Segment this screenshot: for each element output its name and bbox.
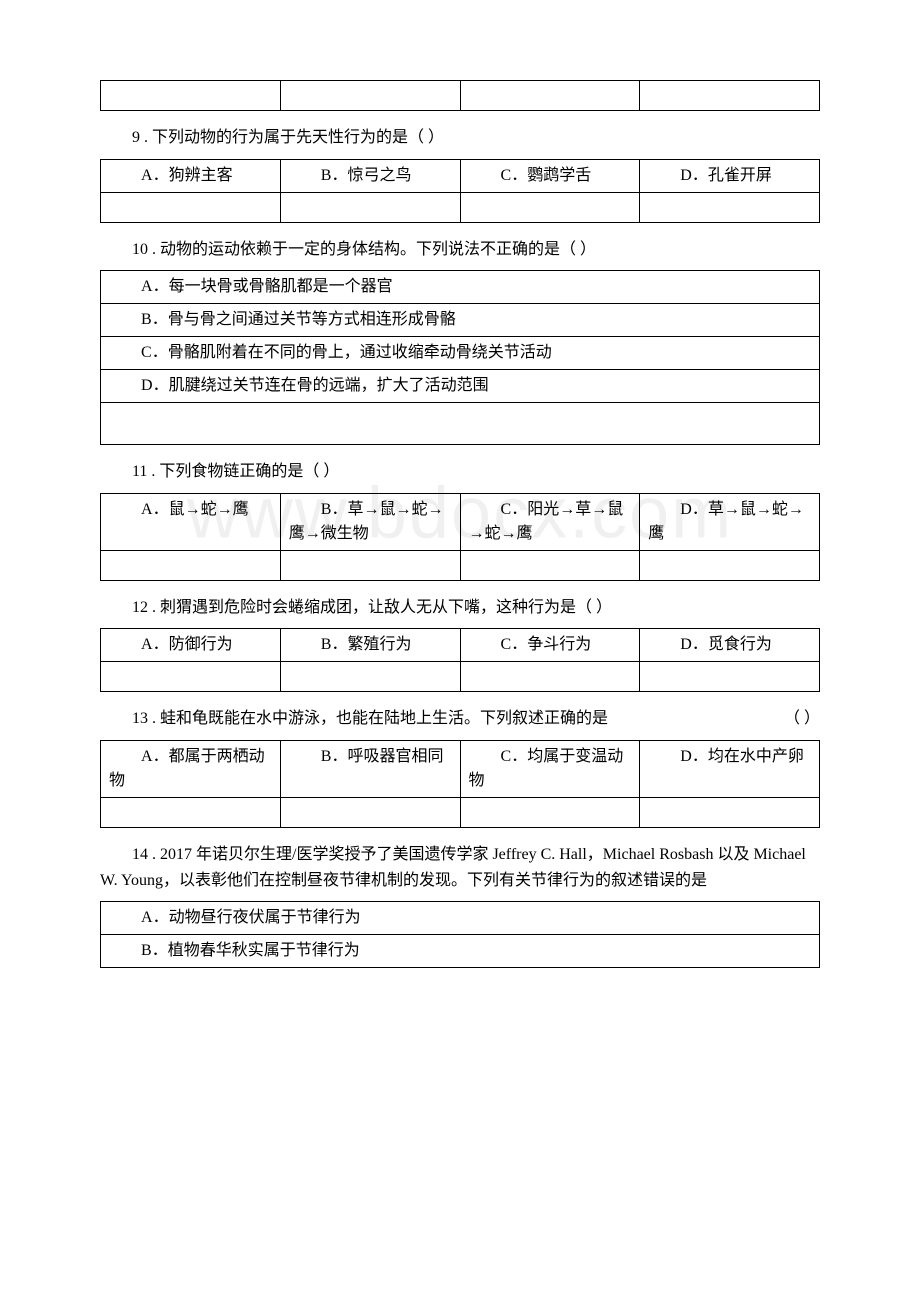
table-cell [460,550,640,580]
option-b: B．惊弓之鸟 [280,159,460,192]
question-11: 11 . 下列食物链正确的是（ ） [100,459,820,485]
option-text: B．呼吸器官相同 [321,748,444,765]
question-13: 13 . 蛙和龟既能在水中游泳，也能在陆地上生活。下列叙述正确的是 （ ） [100,706,820,732]
option-d: D．肌腱绕过关节连在骨的远端，扩大了活动范围 [101,370,820,403]
table-cell [280,550,460,580]
option-d: D．孔雀开屏 [640,159,820,192]
table-cell [101,662,281,692]
option-text: A．每一块骨或骨骼肌都是一个器官 [141,278,393,295]
q13-options-table: A．都属于两栖动物 B．呼吸器官相同 C．均属于变温动物 D．均在水中产卵 [100,740,820,828]
option-d: D．均在水中产卵 [640,740,820,797]
table-cell [101,550,281,580]
option-text: D．孔雀开屏 [680,167,772,184]
question-12: 12 . 刺猬遇到危险时会蜷缩成团，让敌人无从下嘴，这种行为是（ ） [100,595,820,621]
option-a: A．每一块骨或骨骼肌都是一个器官 [101,271,820,304]
table-cell [280,662,460,692]
table-cell [101,192,281,222]
option-text: D．肌腱绕过关节连在骨的远端，扩大了活动范围 [141,377,489,394]
option-c: C．阳光→草→鼠→蛇→鹰 [460,493,640,550]
option-b: B．骨与骨之间通过关节等方式相连形成骨骼 [101,304,820,337]
table-cell [640,550,820,580]
option-c: C．均属于变温动物 [460,740,640,797]
option-text: B．繁殖行为 [321,636,412,653]
table-cell [640,797,820,827]
option-text: C．鹦鹉学舌 [501,167,592,184]
table-cell [640,662,820,692]
q8-empty-table [100,80,820,111]
table-cell [460,81,640,111]
option-a: A．动物昼行夜伏属于节律行为 [101,902,820,935]
table-cell [101,403,820,445]
option-b: B．草→鼠→蛇→鹰→微生物 [280,493,460,550]
option-c: C．骨骼肌附着在不同的骨上，通过收缩牵动骨绕关节活动 [101,337,820,370]
option-c: C．争斗行为 [460,629,640,662]
question-text: 13 . 蛙和龟既能在水中游泳，也能在陆地上生活。下列叙述正确的是 [100,706,608,732]
option-text: D．草→鼠→蛇→鹰 [648,501,804,542]
q10-options-table: A．每一块骨或骨骼肌都是一个器官 B．骨与骨之间通过关节等方式相连形成骨骼 C．… [100,270,820,445]
option-text: B．植物春华秋实属于节律行为 [141,942,360,959]
option-d: D．草→鼠→蛇→鹰 [640,493,820,550]
table-cell [460,192,640,222]
option-text: A．鼠→蛇→鹰 [141,501,249,518]
option-text: A．都属于两栖动物 [109,748,265,789]
table-cell [460,662,640,692]
q12-options-table: A．防御行为 B．繁殖行为 C．争斗行为 D．觅食行为 [100,628,820,692]
option-text: C．均属于变温动物 [469,748,624,789]
option-text: B．骨与骨之间通过关节等方式相连形成骨骼 [141,311,456,328]
option-text: D．觅食行为 [680,636,772,653]
option-text: A．动物昼行夜伏属于节律行为 [141,909,361,926]
table-cell [640,81,820,111]
option-a: A．防御行为 [101,629,281,662]
page-content: 9 . 下列动物的行为属于先天性行为的是（ ） A．狗辨主客 B．惊弓之鸟 C．… [100,80,820,968]
table-cell [460,797,640,827]
option-a: A．鼠→蛇→鹰 [101,493,281,550]
option-text: C．阳光→草→鼠→蛇→鹰 [469,501,624,542]
option-b: B．植物春华秋实属于节律行为 [101,935,820,968]
question-9: 9 . 下列动物的行为属于先天性行为的是（ ） [100,125,820,151]
option-d: D．觅食行为 [640,629,820,662]
table-cell [640,192,820,222]
option-b: B．呼吸器官相同 [280,740,460,797]
question-10: 10 . 动物的运动依赖于一定的身体结构。下列说法不正确的是（ ） [100,237,820,263]
q9-options-table: A．狗辨主客 B．惊弓之鸟 C．鹦鹉学舌 D．孔雀开屏 [100,159,820,223]
q11-options-table: A．鼠→蛇→鹰 B．草→鼠→蛇→鹰→微生物 C．阳光→草→鼠→蛇→鹰 D．草→鼠… [100,493,820,581]
option-text: D．均在水中产卵 [680,748,804,765]
option-text: A．防御行为 [141,636,233,653]
option-text: C．骨骼肌附着在不同的骨上，通过收缩牵动骨绕关节活动 [141,344,552,361]
table-cell [280,797,460,827]
option-text: B．惊弓之鸟 [321,167,412,184]
option-a: A．都属于两栖动物 [101,740,281,797]
option-text: B．草→鼠→蛇→鹰→微生物 [289,501,444,542]
question-14: 14 . 2017 年诺贝尔生理/医学奖授予了美国遗传学家 Jeffrey C.… [100,842,820,893]
table-cell [280,192,460,222]
table-cell [280,81,460,111]
option-text: A．狗辨主客 [141,167,233,184]
option-b: B．繁殖行为 [280,629,460,662]
option-a: A．狗辨主客 [101,159,281,192]
option-c: C．鹦鹉学舌 [460,159,640,192]
q14-options-table: A．动物昼行夜伏属于节律行为 B．植物春华秋实属于节律行为 [100,901,820,968]
question-paren: （ ） [784,706,820,732]
table-cell [101,81,281,111]
table-cell [101,797,281,827]
option-text: C．争斗行为 [501,636,592,653]
